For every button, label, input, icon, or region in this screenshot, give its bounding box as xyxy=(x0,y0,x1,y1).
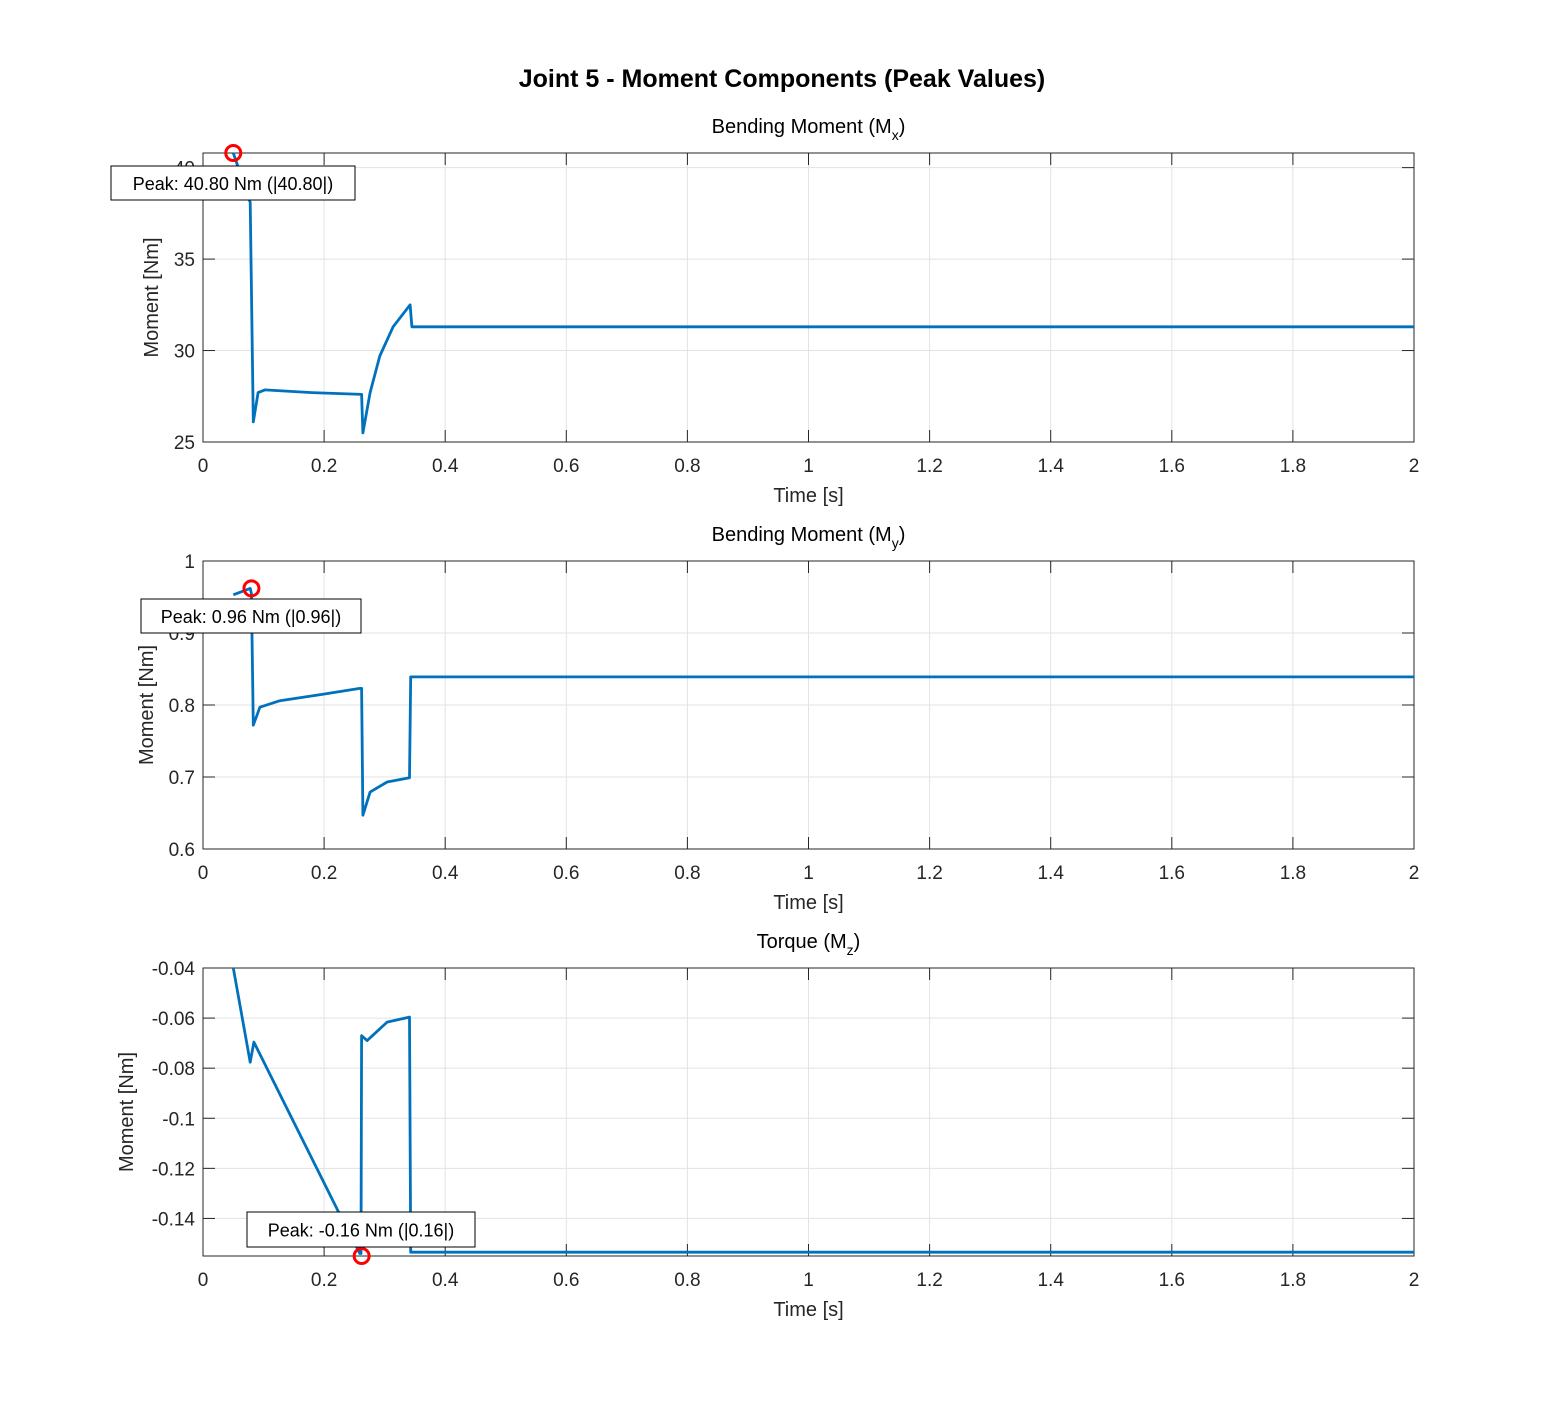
subplot-title-main: Torque (M xyxy=(757,931,847,953)
y-tick-label: 0.8 xyxy=(169,696,195,717)
subplot-title-subscript: x xyxy=(892,127,899,143)
y-tick-label: 35 xyxy=(174,250,195,271)
x-tick-label: 1.2 xyxy=(916,863,942,884)
x-tick-label: 2 xyxy=(1409,456,1420,477)
x-tick-label: 0.6 xyxy=(553,863,579,884)
x-tick-label: 1.8 xyxy=(1280,456,1306,477)
subplot-1: 00.20.40.60.811.21.41.61.8225303540Peak:… xyxy=(110,116,1420,507)
x-tick-label: 0.8 xyxy=(674,863,700,884)
y-tick-label: -0.12 xyxy=(152,1159,195,1180)
x-tick-label: 0.2 xyxy=(311,456,337,477)
y-tick-label: 30 xyxy=(174,342,195,363)
x-axis-label: Time [s] xyxy=(773,892,843,914)
data-series-line xyxy=(231,967,1414,1255)
x-tick-label: 0.6 xyxy=(553,1270,579,1291)
x-tick-label: 0.2 xyxy=(311,1270,337,1291)
x-tick-label: 0.8 xyxy=(674,1270,700,1291)
x-tick-label: 1.6 xyxy=(1159,1270,1185,1291)
subplot-title: Bending Moment (My) xyxy=(712,524,906,551)
x-tick-label: 1 xyxy=(803,456,814,477)
subplot-title-main: Bending Moment (M xyxy=(712,524,892,546)
peak-annotation-box xyxy=(140,598,362,634)
x-tick-label: 1.8 xyxy=(1280,863,1306,884)
data-series-line xyxy=(232,587,1414,817)
subplot-title: Bending Moment (Mx) xyxy=(712,116,906,143)
peak-annotation-box xyxy=(246,1211,476,1248)
y-axis-label: Moment [Nm] xyxy=(141,237,163,357)
peak-annotation-label: Peak: 0.96 Nm (|0.96|) xyxy=(161,607,341,627)
subplot-title-subscript: z xyxy=(847,942,854,958)
y-tick-label: -0.06 xyxy=(152,1009,195,1030)
y-tick-label: -0.14 xyxy=(152,1209,196,1230)
subplot-title: Torque (Mz) xyxy=(757,931,861,958)
data-series-line xyxy=(231,152,1414,435)
y-tick-label: -0.04 xyxy=(152,959,196,980)
peak-annotation-label: Peak: 40.80 Nm (|40.80|) xyxy=(133,174,333,194)
x-tick-label: 1 xyxy=(803,1270,814,1291)
x-tick-label: 1.4 xyxy=(1037,863,1064,884)
x-tick-label: 1.2 xyxy=(916,456,942,477)
subplot-2: 0 0.2 0.4 0.6 0.8 1 1.2 1.4 1.6 1.8 20.60.70.80.91… xyxy=(136,524,1419,914)
axes-box xyxy=(202,152,1415,443)
peak-marker xyxy=(352,1247,371,1265)
y-tick-label: 25 xyxy=(174,433,195,454)
x-tick-label: 1.4 xyxy=(1037,1270,1064,1291)
x-tick-label: 0.2 xyxy=(311,863,337,884)
axes-box xyxy=(202,967,1415,1257)
y-tick-label: 0.6 xyxy=(169,840,195,861)
chart-title: Joint 5 - Moment Components (Peak Values… xyxy=(519,65,1045,93)
x-tick-label: 2 xyxy=(1409,863,1420,884)
y-axis-label: Moment [Nm] xyxy=(136,645,158,765)
x-tick-label: 0.6 xyxy=(553,456,579,477)
subplot-title-end: ) xyxy=(899,524,906,546)
subplot-title-end: ) xyxy=(854,931,861,953)
y-tick-label: 0.7 xyxy=(169,768,195,789)
peak-annotation-label: Peak: -0.16 Nm (|0.16|) xyxy=(268,1221,454,1241)
subplot-title-subscript: y xyxy=(892,535,899,551)
y-axis-label: Moment [Nm] xyxy=(116,1052,138,1172)
x-axis-label: Time [s] xyxy=(773,1299,843,1321)
x-tick-label: 1.8 xyxy=(1280,1270,1306,1291)
subplot-title-main: Bending Moment (M xyxy=(712,116,892,138)
x-tick-label: 0.4 xyxy=(432,863,459,884)
y-tick-label: -0.08 xyxy=(152,1059,195,1080)
x-tick-label: 1.6 xyxy=(1159,456,1185,477)
x-tick-label: 1.2 xyxy=(916,1270,942,1291)
x-tick-label: 0.4 xyxy=(432,1270,459,1291)
peak-annotation-box xyxy=(110,165,356,201)
x-tick-label: 1 xyxy=(803,863,814,884)
x-tick-label: 0.8 xyxy=(674,456,700,477)
x-axis-label: Time [s] xyxy=(773,485,843,507)
peak-marker xyxy=(242,579,261,598)
y-tick-label: -0.1 xyxy=(162,1109,195,1130)
x-tick-label: 1.6 xyxy=(1159,863,1185,884)
x-tick-label: 0.4 xyxy=(432,456,459,477)
subplot-3: 0 0.2 0.4 0.6 0.8 1 1.2 1.4 1.6 1.8 2 -0.14 -0.12 -0.… xyxy=(116,931,1419,1321)
x-tick-label: 0 xyxy=(198,863,209,884)
x-tick-label: 0 xyxy=(198,456,209,477)
y-tick-label: 1 xyxy=(184,552,195,573)
x-tick-label: 2 xyxy=(1409,1270,1420,1291)
peak-marker xyxy=(224,144,243,162)
subplot-title-end: ) xyxy=(899,116,906,138)
axes-box xyxy=(202,560,1415,850)
x-tick-label: 1.4 xyxy=(1037,456,1064,477)
x-tick-label: 0 xyxy=(198,1270,209,1291)
